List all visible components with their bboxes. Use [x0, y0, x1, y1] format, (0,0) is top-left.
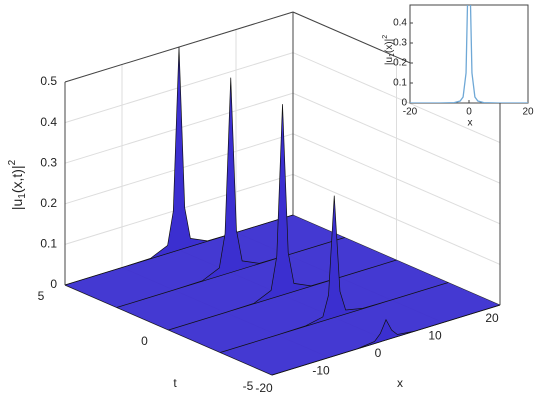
x-tick-label: 20: [485, 311, 499, 325]
x-tick-label: 10: [428, 329, 442, 343]
t-axis-label: t: [173, 376, 177, 390]
inset-y-tick-label: 0.3: [393, 38, 407, 49]
label-sub: 1: [17, 193, 28, 199]
z-tick-label: 0.1: [40, 237, 57, 251]
surface-slice: [116, 77, 345, 308]
z-tick-label: 0.5: [40, 74, 57, 88]
inset-y-tick-label: 0: [401, 98, 407, 109]
label-part: |u: [384, 57, 395, 65]
z-tick-label: 0.4: [40, 115, 57, 129]
inset-x-tick-label: -20: [403, 107, 418, 118]
inset-chart: 00.10.20.30.4-20 0 20: [393, 4, 534, 118]
label-part: (x)|: [384, 39, 395, 53]
inset-y-tick-label: 0.1: [393, 78, 407, 89]
label-part: |u: [9, 199, 25, 210]
z-tick-label: 0.2: [40, 196, 57, 210]
label-sup: 2: [382, 35, 389, 39]
t-tick-label: -5: [243, 379, 254, 393]
surface-slice: [271, 304, 501, 376]
inset-y-tick-label: 0.4: [393, 18, 407, 29]
label-sup: 2: [7, 159, 18, 165]
inset-y-tick-label: 0.2: [393, 58, 407, 69]
inset-y-label: |u1(x)|2: [382, 35, 396, 65]
z-tick-label: 0.3: [40, 155, 57, 169]
inset-x-label: x: [468, 118, 473, 129]
surface-slice: [220, 195, 449, 353]
inset-line: [410, 5, 528, 103]
inset-x-tick-label: 20: [522, 107, 534, 118]
x-tick-label: -20: [255, 381, 273, 395]
x-tick-label: 0: [375, 346, 382, 360]
x-tick-label: -10: [312, 364, 330, 378]
inset-x-tick-label: 0: [466, 107, 472, 118]
surface-slice: [168, 104, 397, 331]
x-axis-label: x: [397, 376, 403, 390]
t-tick-label: 5: [38, 289, 45, 303]
surface-slice: [64, 46, 294, 286]
z-tick-label: 0: [50, 277, 57, 291]
z-axis-label: |u1(x,t)|2: [7, 159, 28, 210]
t-tick-label: 0: [141, 334, 148, 348]
label-sub: 1: [389, 53, 396, 57]
label-part: (x,t)|: [9, 165, 25, 193]
inset-frame: [409, 4, 529, 104]
